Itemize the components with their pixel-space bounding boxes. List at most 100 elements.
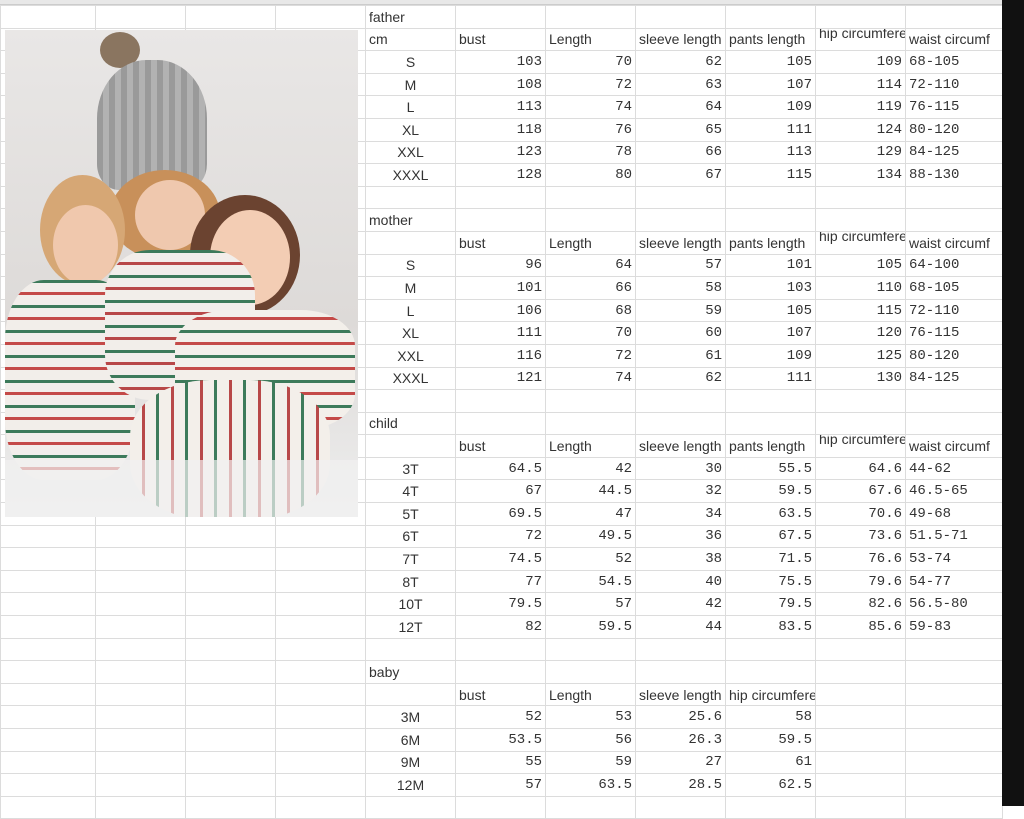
measurement-cell[interactable]: 74.5 <box>455 547 546 571</box>
cell[interactable] <box>95 750 186 775</box>
column-header[interactable]: hip circumference <box>815 230 906 255</box>
cell[interactable] <box>815 208 906 232</box>
measurement-cell[interactable]: 36 <box>635 524 726 549</box>
measurement-cell[interactable]: 85.6 <box>815 615 906 639</box>
cell[interactable] <box>905 705 1003 729</box>
measurement-cell[interactable]: 67.6 <box>815 479 906 504</box>
cell[interactable] <box>545 660 636 684</box>
size-label[interactable]: XXL <box>365 343 456 368</box>
measurement-cell[interactable]: 70 <box>545 321 636 345</box>
column-header[interactable]: bust <box>455 27 546 52</box>
measurement-cell[interactable]: 59 <box>635 298 726 323</box>
measurement-cell[interactable]: 53-74 <box>905 547 1003 571</box>
measurement-cell[interactable]: 42 <box>545 456 636 481</box>
measurement-cell[interactable]: 109 <box>725 95 816 119</box>
measurement-cell[interactable]: 96 <box>455 253 546 278</box>
cell[interactable] <box>185 795 276 819</box>
cell[interactable] <box>0 615 96 639</box>
cell[interactable] <box>725 411 816 436</box>
cell[interactable] <box>635 637 726 662</box>
cell[interactable] <box>275 773 366 797</box>
measurement-cell[interactable]: 116 <box>455 343 546 368</box>
measurement-cell[interactable]: 64 <box>635 95 726 119</box>
measurement-cell[interactable]: 107 <box>725 321 816 345</box>
measurement-cell[interactable]: 72-110 <box>905 72 1003 97</box>
measurement-cell[interactable]: 114 <box>815 72 906 97</box>
cell[interactable] <box>905 185 1003 210</box>
cell[interactable] <box>275 615 366 639</box>
cell[interactable] <box>905 660 1003 684</box>
measurement-cell[interactable]: 113 <box>725 140 816 165</box>
measurement-cell[interactable]: 63.5 <box>545 773 636 797</box>
size-label[interactable]: L <box>365 95 456 119</box>
measurement-cell[interactable]: 67 <box>635 163 726 187</box>
measurement-cell[interactable]: 59.5 <box>725 728 816 752</box>
measurement-cell[interactable]: 105 <box>725 298 816 323</box>
cell[interactable] <box>95 682 186 707</box>
cell[interactable] <box>365 637 456 662</box>
measurement-cell[interactable]: 53 <box>545 705 636 729</box>
cell[interactable] <box>455 795 546 819</box>
measurement-cell[interactable]: 63 <box>635 72 726 97</box>
cell[interactable] <box>0 682 96 707</box>
measurement-cell[interactable]: 66 <box>635 140 726 165</box>
measurement-cell[interactable]: 64.6 <box>815 456 906 481</box>
cell[interactable] <box>905 5 1003 29</box>
cell[interactable] <box>0 660 96 684</box>
cell[interactable] <box>635 208 726 232</box>
cell[interactable] <box>275 547 366 571</box>
cell[interactable] <box>545 411 636 436</box>
cell[interactable] <box>905 208 1003 232</box>
cell[interactable] <box>815 773 906 797</box>
column-header[interactable]: sleeve length <box>635 230 726 255</box>
cell[interactable] <box>0 795 96 819</box>
measurement-cell[interactable]: 53.5 <box>455 728 546 752</box>
size-label[interactable]: XL <box>365 117 456 142</box>
measurement-cell[interactable]: 61 <box>635 343 726 368</box>
measurement-cell[interactable]: 82.6 <box>815 592 906 617</box>
measurement-cell[interactable]: 130 <box>815 366 906 391</box>
cell[interactable] <box>905 728 1003 752</box>
size-label[interactable]: 3T <box>365 456 456 481</box>
column-header[interactable]: Length <box>545 27 636 52</box>
cell[interactable] <box>815 705 906 729</box>
measurement-cell[interactable]: 74 <box>545 366 636 391</box>
cell[interactable] <box>95 524 186 549</box>
cell[interactable] <box>905 389 1003 413</box>
measurement-cell[interactable]: 57 <box>455 773 546 797</box>
unit-label[interactable]: cm <box>365 27 456 52</box>
measurement-cell[interactable]: 49.5 <box>545 524 636 549</box>
size-label[interactable]: XXL <box>365 140 456 165</box>
measurement-cell[interactable]: 54.5 <box>545 569 636 594</box>
size-label[interactable]: 6T <box>365 524 456 549</box>
cell[interactable] <box>185 682 276 707</box>
column-header[interactable]: Length <box>545 682 636 707</box>
cell[interactable] <box>905 795 1003 819</box>
measurement-cell[interactable]: 26.3 <box>635 728 726 752</box>
size-label[interactable]: S <box>365 253 456 278</box>
cell[interactable] <box>95 795 186 819</box>
measurement-cell[interactable]: 111 <box>725 117 816 142</box>
column-header[interactable]: sleeve length <box>635 434 726 458</box>
measurement-cell[interactable]: 58 <box>725 705 816 729</box>
measurement-cell[interactable]: 101 <box>455 276 546 300</box>
column-header[interactable]: sleeve length <box>635 27 726 52</box>
measurement-cell[interactable]: 25.6 <box>635 705 726 729</box>
column-header[interactable]: hip circumference <box>725 682 816 707</box>
cell[interactable] <box>95 5 186 29</box>
measurement-cell[interactable]: 103 <box>455 50 546 74</box>
column-header[interactable]: pants length <box>725 27 816 52</box>
size-label[interactable]: M <box>365 276 456 300</box>
column-header[interactable]: pants length <box>725 434 816 458</box>
measurement-cell[interactable]: 58 <box>635 276 726 300</box>
measurement-cell[interactable]: 75.5 <box>725 569 816 594</box>
measurement-cell[interactable]: 79.5 <box>725 592 816 617</box>
size-label[interactable]: 12M <box>365 773 456 797</box>
measurement-cell[interactable]: 62 <box>635 50 726 74</box>
measurement-cell[interactable]: 76 <box>545 117 636 142</box>
cell[interactable] <box>275 660 366 684</box>
measurement-cell[interactable]: 62 <box>635 366 726 391</box>
measurement-cell[interactable]: 88-130 <box>905 163 1003 187</box>
measurement-cell[interactable]: 30 <box>635 456 726 481</box>
cell[interactable] <box>95 728 186 752</box>
